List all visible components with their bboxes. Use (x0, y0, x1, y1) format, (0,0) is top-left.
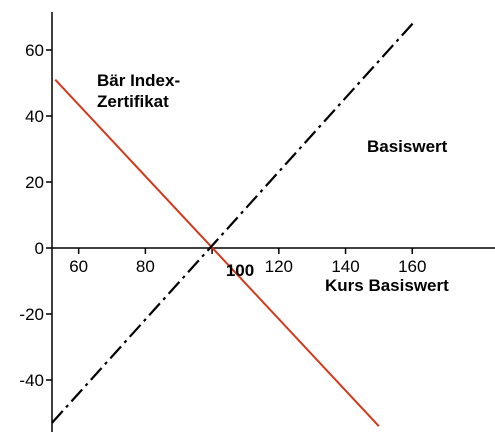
y-tick-label: -20 (19, 305, 44, 324)
labels-layer: Bär Index- Zertifikat Basiswert Kurs Basisw… (97, 71, 449, 295)
x-tick-label: 120 (265, 257, 293, 276)
annotation-x-axis-label: Kurs Basiswert (325, 276, 449, 295)
annotation-hundred-label: 100 (226, 261, 254, 280)
y-tick-label: 60 (25, 41, 44, 60)
x-tick-label: 60 (69, 257, 88, 276)
y-tick-label: 40 (25, 107, 44, 126)
annotation-bear-label-1: Bär Index- (97, 71, 180, 90)
annotation-base-label: Basiswert (367, 137, 448, 156)
x-tick-label: 140 (331, 257, 359, 276)
y-tick-label: -40 (19, 371, 44, 390)
axes: 60 40 20 0 -20 -40 60 80 120 140 160 (19, 12, 495, 432)
series-layer (51, 19, 417, 427)
annotation-bear-label-2: Zertifikat (97, 92, 169, 111)
y-tick-label: 20 (25, 173, 44, 192)
x-tick-label: 80 (136, 257, 155, 276)
series-line-base (51, 19, 417, 424)
x-tick-label: 160 (398, 257, 426, 276)
y-tick-label: 0 (35, 239, 44, 258)
series-line-bear (54, 79, 380, 427)
